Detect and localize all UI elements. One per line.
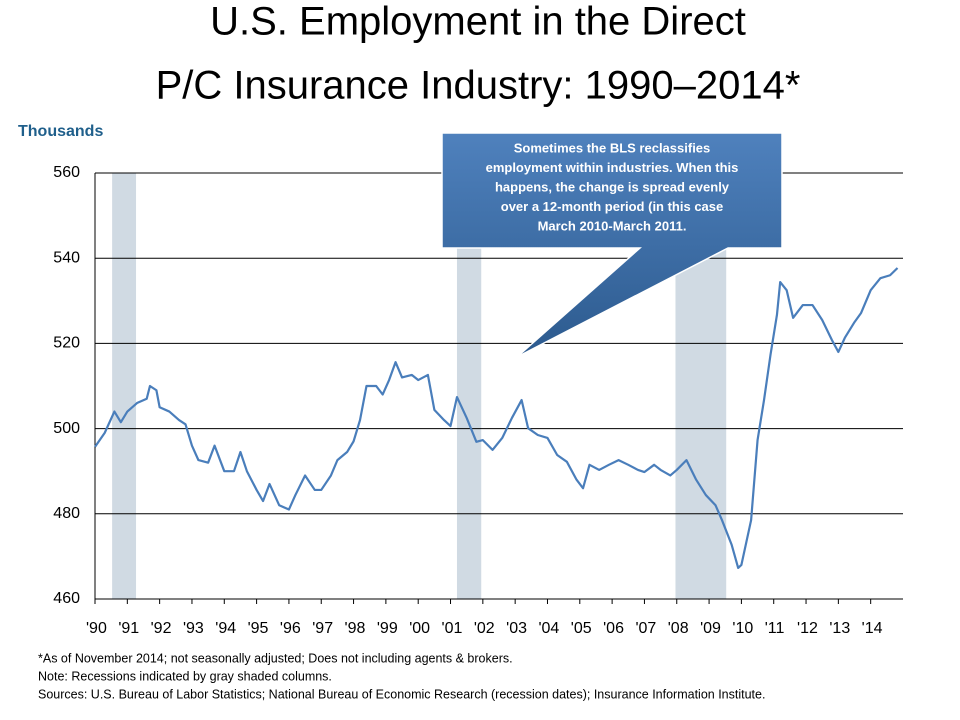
x-tick-label: '05 [571,620,592,637]
chart-title: P/C Insurance Industry: 1990–2014* [156,64,801,108]
x-tick-label: '07 [635,620,656,637]
x-tick-label: '91 [118,620,139,637]
y-tick-label: 480 [53,505,80,522]
x-tick-label: '97 [312,620,333,637]
x-tick-label: '06 [603,620,624,637]
x-tick-label: '96 [280,620,301,637]
x-tick-label: '10 [732,620,753,637]
data-line [94,267,899,569]
x-tick-label: '14 [862,620,883,637]
annotation: Sometimes the BLS reclassifies employment… [441,132,783,358]
y-tick-label: 500 [53,420,80,437]
recession-band [112,173,137,599]
x-tick-label: '94 [215,620,236,637]
x-tick-label: '08 [668,620,689,637]
x-tick-label: '03 [506,620,527,637]
footnote: Sources: U.S. Bureau of Labor Statistics… [38,687,765,701]
plot-area: 460 480 500 520 540 560 '90 '91 '92 '93 '94 '95 '96 '… [53,164,903,637]
x-tick-label: '12 [797,620,818,637]
x-tick-label: '93 [183,620,204,637]
footnote: *As of November 2014; not seasonally adj… [38,651,513,665]
annotation-text: over a 12-month period (in this case [501,199,724,214]
y-tick-label: 460 [53,590,80,607]
annotation-text: happens, the change is spread evenly [495,179,730,194]
annotation-text: Sometimes the BLS reclassifies [514,140,711,155]
annotation-text: employment within industries. When this [486,160,739,175]
x-tick-label: '01 [442,620,463,637]
annotation-text: March 2010-March 2011. [538,218,687,233]
x-tick-label: '02 [474,620,495,637]
chart-title: U.S. Employment in the Direct [210,0,746,44]
x-tick-label: '95 [248,620,269,637]
y-tick-label: 560 [53,164,80,181]
callout-box [441,132,783,358]
x-tick-label: '99 [377,620,398,637]
x-tick-label: '13 [829,620,850,637]
y-tick-label: 540 [53,249,80,266]
y-axis-label: Thousands [18,123,103,140]
x-tick-label: '09 [700,620,721,637]
x-tick-label: '00 [409,620,430,637]
footnotes: *As of November 2014; not seasonally adj… [38,651,765,701]
x-tick-label: '92 [151,620,172,637]
x-tick-label: '04 [538,620,559,637]
x-tick-label: '98 [345,620,366,637]
y-tick-label: 520 [53,335,80,352]
footnote: Note: Recessions indicated by gray shade… [38,669,332,683]
x-tick-label: '11 [765,620,785,637]
x-tick-label: '90 [86,620,107,637]
